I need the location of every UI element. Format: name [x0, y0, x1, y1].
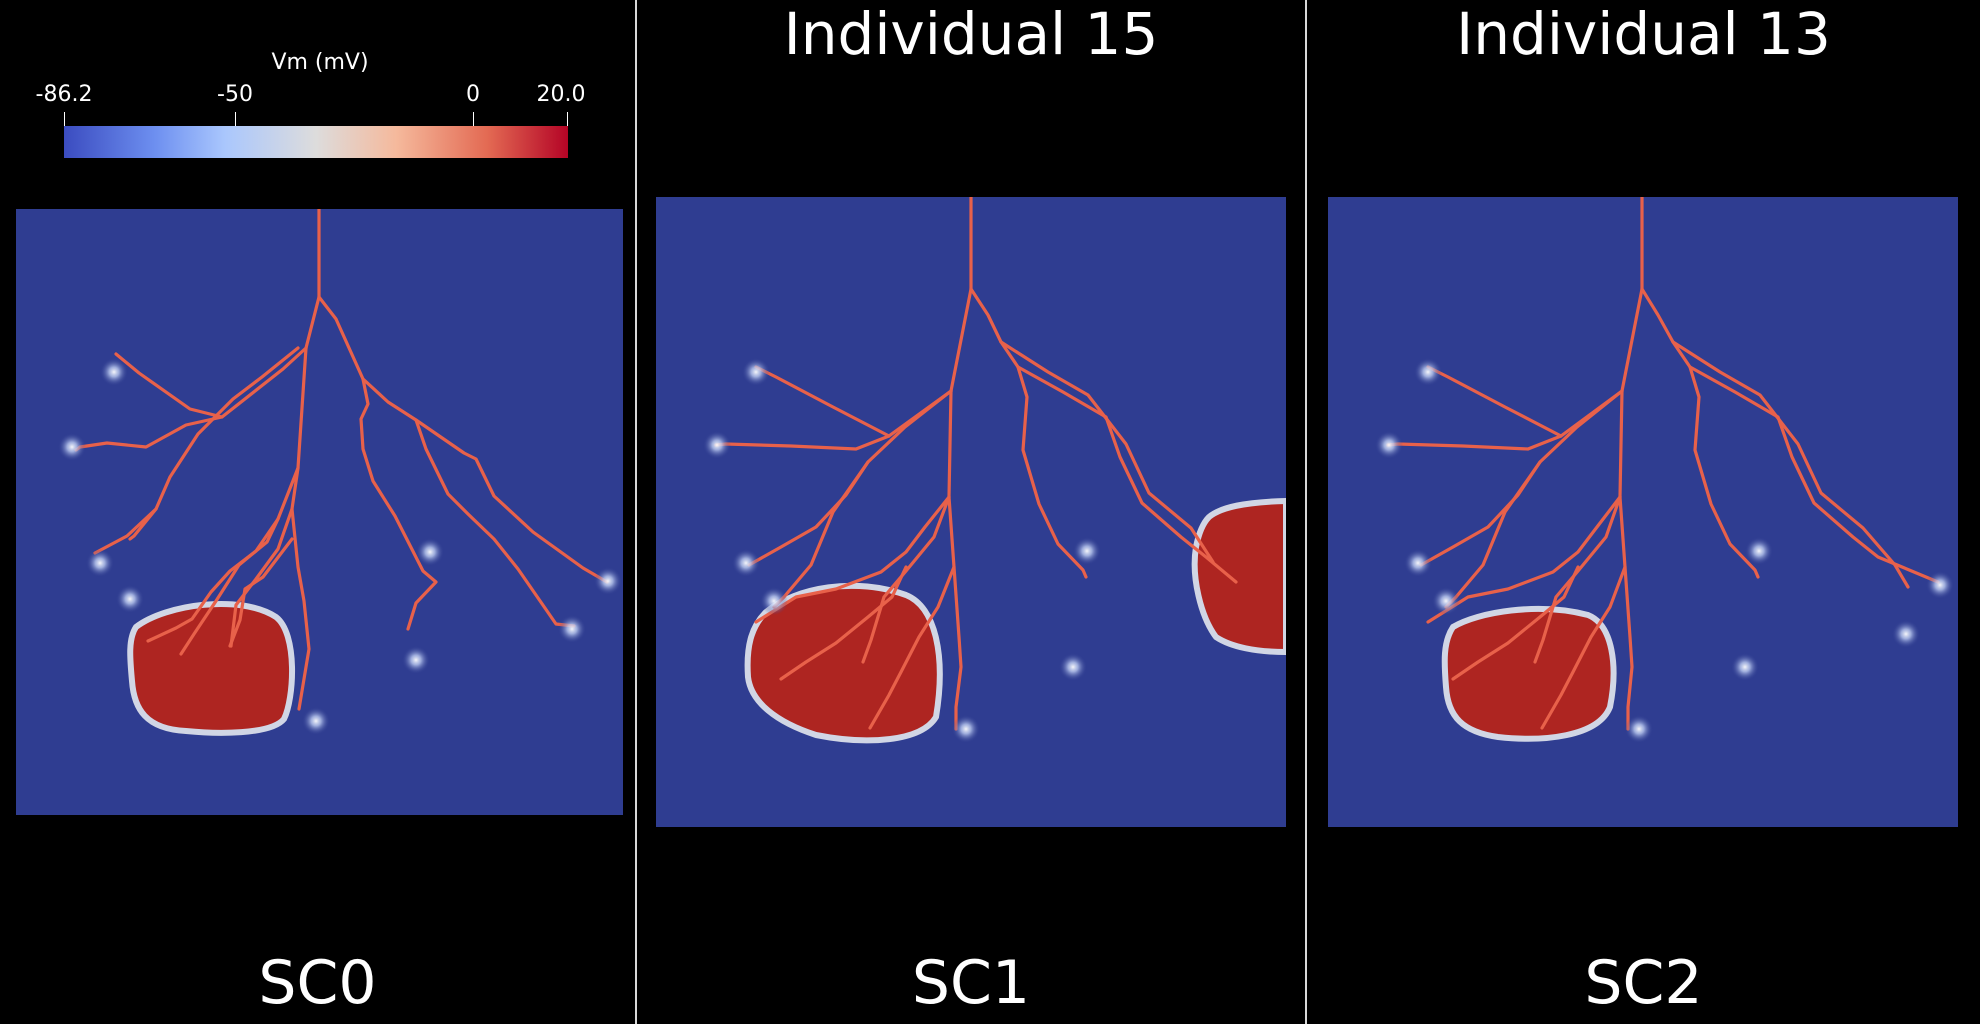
purkinje-network — [74, 209, 609, 711]
tissue-map-sc0 — [16, 209, 623, 815]
panel-title: Individual 13 — [1456, 0, 1831, 68]
colorbar-tick-minus50: -50 — [217, 82, 253, 107]
colorbar-tick-min: -86.2 — [35, 82, 93, 107]
colorbar-tick-zero: 0 — [466, 82, 480, 107]
terminal-points — [1375, 358, 1954, 743]
activation-region — [1441, 606, 1617, 742]
panel-divider — [635, 0, 637, 1024]
panel-sc2: Individual 13 — [1307, 0, 1980, 1024]
colorbar-tickmark — [567, 112, 568, 126]
activation-region — [127, 600, 296, 736]
purkinje-network — [1386, 197, 1940, 731]
colorbar-gradient — [64, 126, 568, 158]
colorbar: Vm (mV) -86.2 -50 0 20.0 — [0, 0, 640, 170]
terminal-points — [58, 358, 622, 735]
colorbar-tickmark — [235, 112, 236, 126]
panel-caption: SC2 — [1584, 948, 1703, 1018]
terminal-points — [703, 358, 1101, 743]
colorbar-tickmark — [473, 112, 474, 126]
colorbar-tickmark — [64, 112, 65, 126]
panel-sc0: Vm (mV) -86.2 -50 0 20.0 — [0, 0, 635, 1024]
colorbar-tick-max: 20.0 — [536, 82, 586, 107]
activation-region — [744, 582, 943, 744]
panel-divider — [1305, 0, 1307, 1024]
colorbar-title: Vm (mV) — [271, 50, 369, 75]
panel-caption: SC0 — [258, 948, 377, 1018]
panel-caption: SC1 — [911, 948, 1031, 1018]
panel-sc1: Individual 15 — [637, 0, 1305, 1024]
tissue-map-sc1 — [656, 197, 1286, 827]
activation-region-right — [1191, 497, 1286, 656]
panel-title: Individual 15 — [783, 0, 1159, 68]
tissue-map-sc2 — [1328, 197, 1958, 827]
